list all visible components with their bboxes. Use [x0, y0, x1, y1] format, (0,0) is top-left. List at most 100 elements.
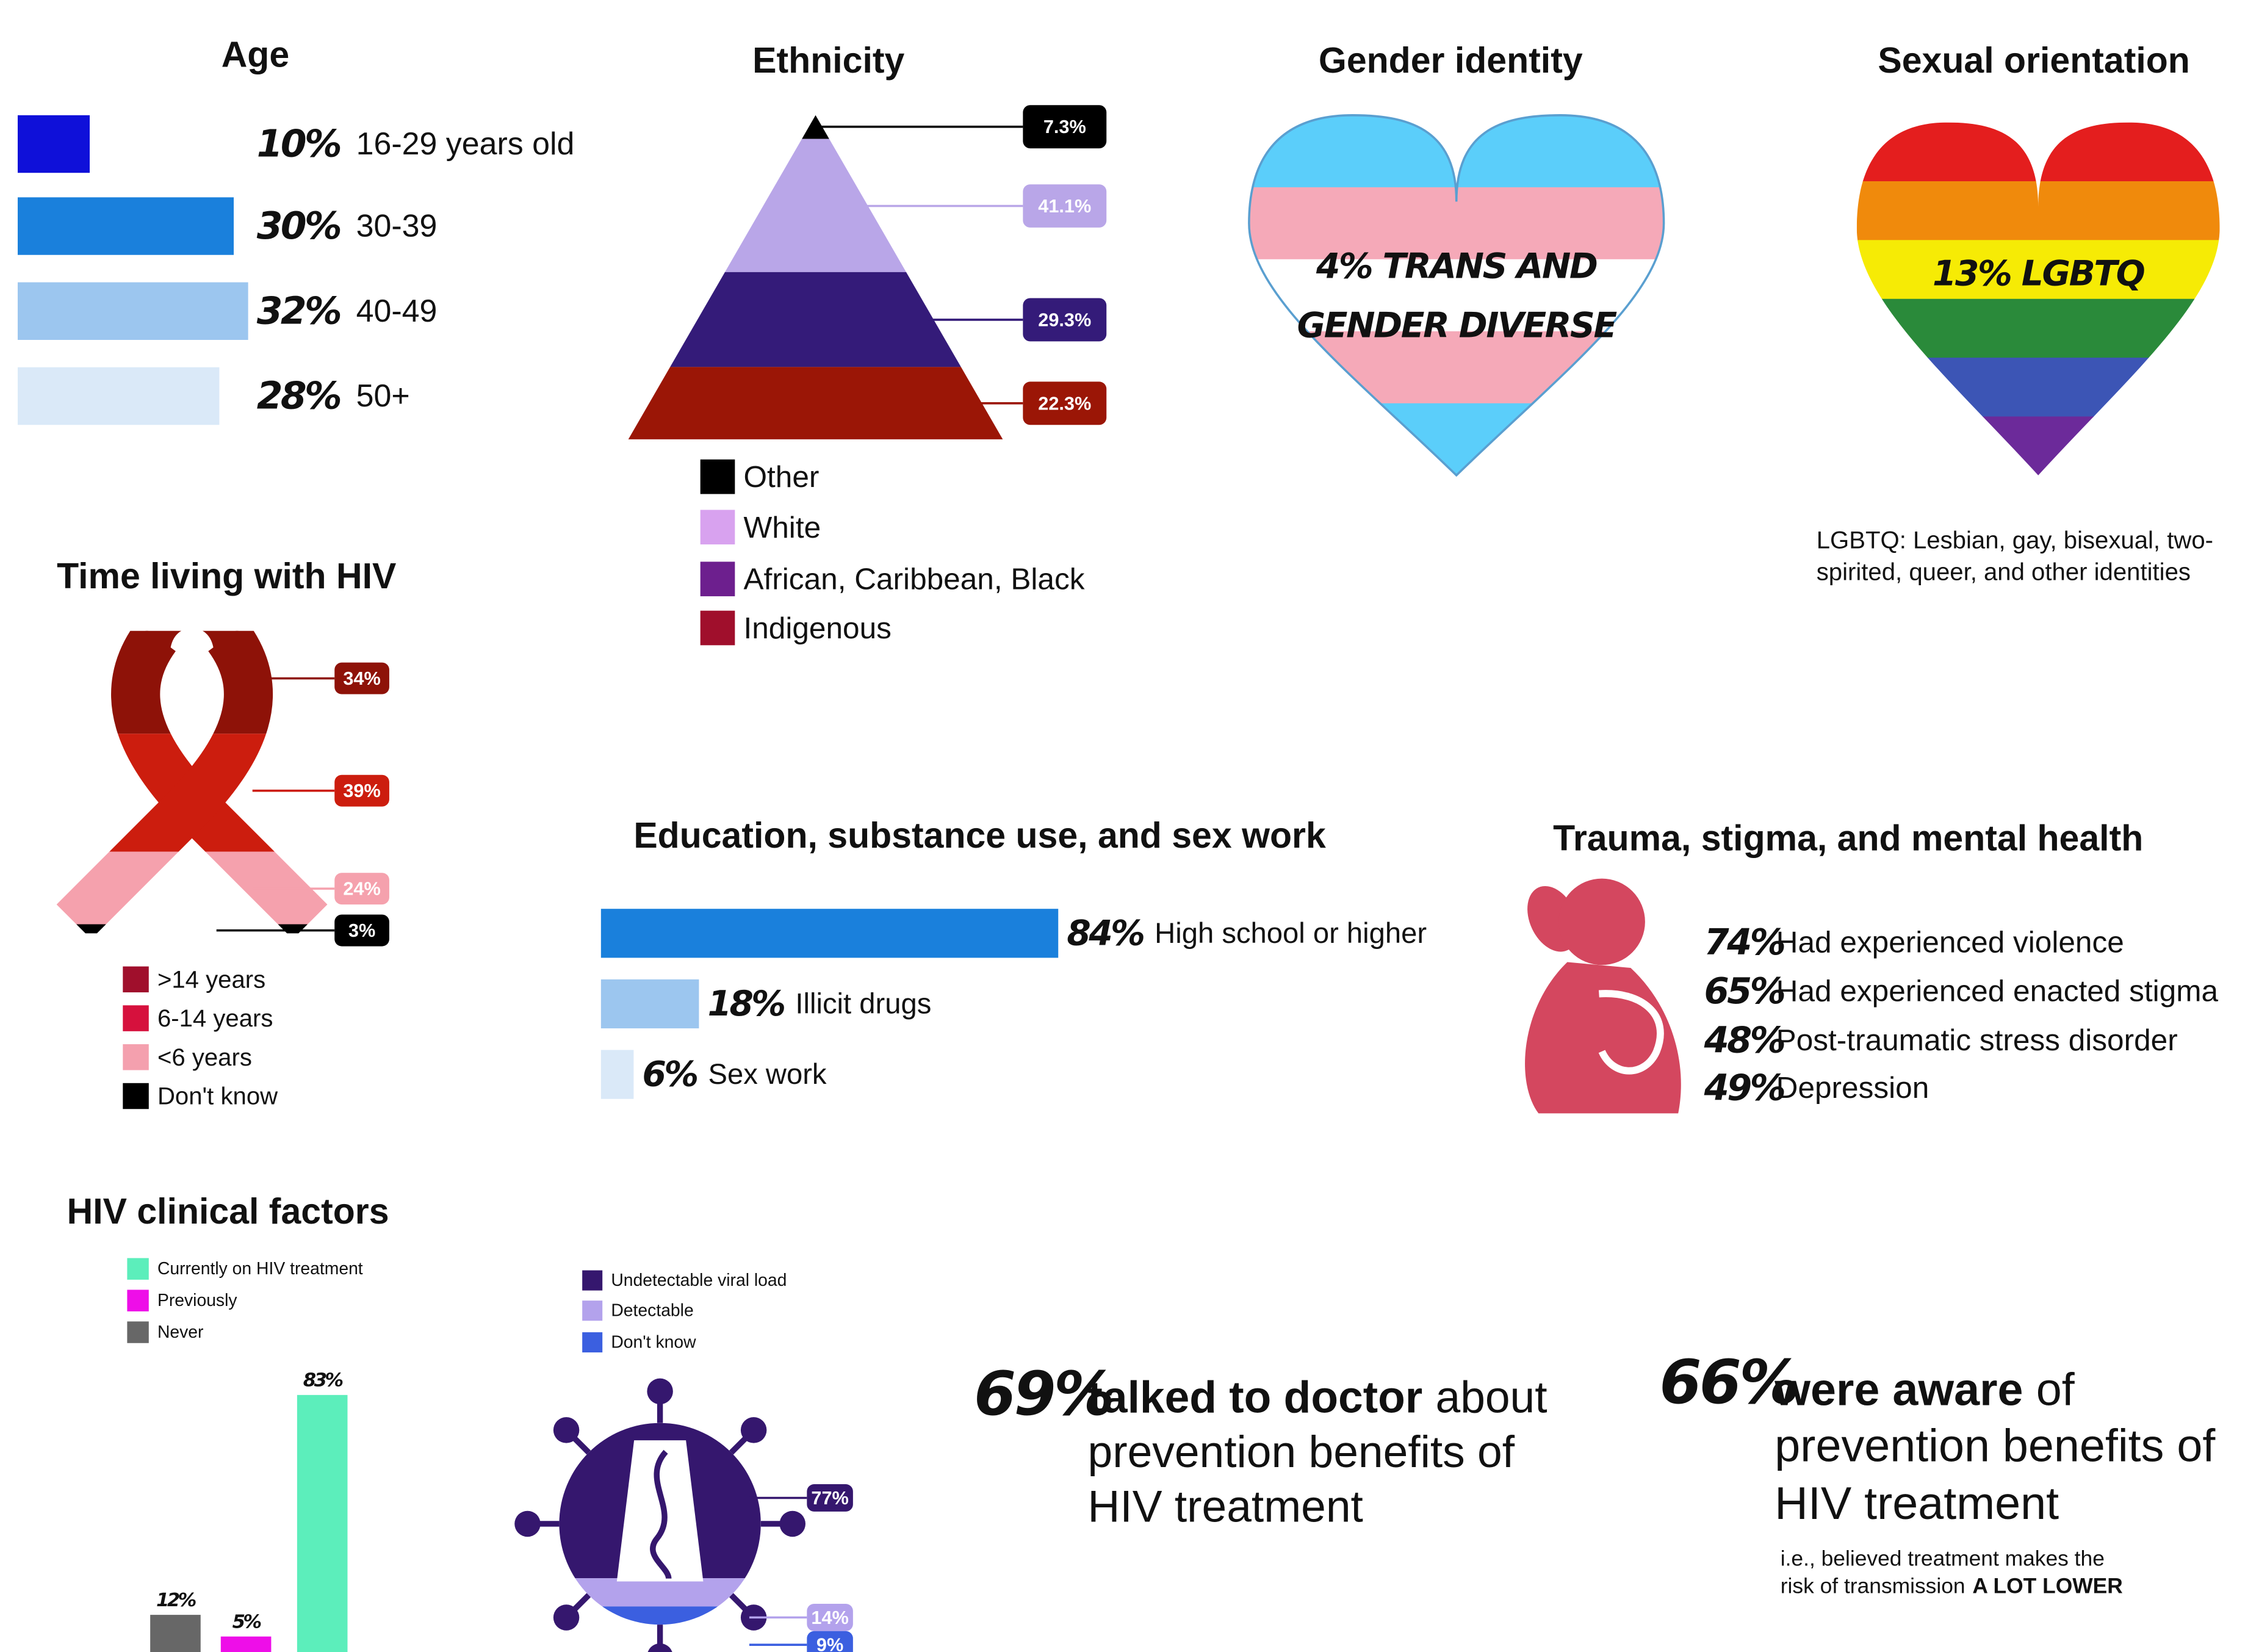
- legend-label: Other: [744, 460, 820, 494]
- category-label: Post-traumatic stress disorder: [1776, 1023, 2178, 1057]
- callout-label: 3%: [348, 920, 375, 941]
- stat-note-part: i.e., believed treatment makes the: [1781, 1546, 2105, 1571]
- stat-note: risk of transmission A LOT LOWER: [1781, 1573, 2123, 1598]
- value-label: 12%: [156, 1590, 196, 1611]
- legend-label: Undetectable viral load: [611, 1271, 787, 1290]
- virus-knob: [647, 1379, 672, 1404]
- heart-label: 13% LGBTQ: [1933, 253, 2145, 294]
- stat-highlight: talked to doctor: [1088, 1372, 1423, 1422]
- virus-knob: [514, 1511, 540, 1537]
- pyramid-segment: [670, 272, 961, 367]
- legend-label: Detectable: [611, 1301, 693, 1321]
- legend-swatch: [582, 1332, 602, 1352]
- section-title: Sexual orientation: [1878, 40, 2189, 81]
- bar: [221, 1637, 272, 1652]
- stat-note-part: risk of transmission: [1781, 1573, 1965, 1598]
- category-label: Illicit drugs: [795, 987, 931, 1020]
- stat-text: HIV treatment: [1088, 1482, 1363, 1532]
- legend-swatch: [701, 510, 735, 544]
- legend-swatch: [701, 460, 735, 494]
- virus-knob: [647, 1643, 672, 1652]
- legend-label: Previously: [157, 1291, 237, 1310]
- callout-label: 39%: [343, 780, 380, 801]
- footnote: LGBTQ: Lesbian, gay, bisexual, two-: [1817, 527, 2213, 554]
- stat-text: prevention benefits of: [1088, 1427, 1515, 1477]
- legend-label: White: [744, 510, 821, 544]
- virus-knob: [553, 1604, 579, 1630]
- bar: [18, 367, 219, 425]
- legend-swatch: [582, 1300, 602, 1321]
- stat-text-part: of: [2036, 1364, 2075, 1415]
- legend-label: African, Caribbean, Black: [744, 562, 1085, 596]
- legend-swatch: [123, 967, 148, 992]
- category-label: 30-39: [356, 209, 438, 244]
- heart-caption: GENDER DIVERSE: [1297, 305, 1617, 345]
- legend-swatch: [582, 1271, 602, 1291]
- section-title: Gender identity: [1319, 40, 1583, 81]
- category-label: Depression: [1776, 1070, 1929, 1105]
- heart-stripe: [1854, 181, 2222, 241]
- value-label: 32%: [257, 289, 340, 333]
- value-label: 48%: [1704, 1019, 1784, 1061]
- category-label: 40-49: [356, 294, 438, 329]
- person-icon: [1518, 878, 1681, 1113]
- legend-swatch: [701, 611, 735, 646]
- legend-label: <6 years: [157, 1044, 252, 1071]
- value-label: 65%: [1704, 970, 1784, 1012]
- legend-label: Don't know: [157, 1083, 278, 1110]
- category-label: High school or higher: [1155, 917, 1427, 950]
- heart-stripe: [1246, 403, 1666, 476]
- bar: [601, 979, 699, 1028]
- value-label: 49%: [1704, 1066, 1784, 1108]
- virus-knob: [780, 1511, 805, 1537]
- bar: [18, 283, 248, 340]
- virus-knob: [741, 1417, 766, 1443]
- section-title: HIV clinical factors: [67, 1191, 389, 1232]
- legend-swatch: [127, 1258, 148, 1280]
- value-label: 28%: [257, 375, 340, 418]
- callout-label: 22.3%: [1038, 392, 1091, 414]
- stat-text: HIV treatment: [1774, 1478, 2059, 1529]
- legend-swatch: [701, 561, 735, 596]
- callout-label: 41.1%: [1038, 195, 1091, 217]
- legend-swatch: [127, 1289, 148, 1311]
- bar: [18, 197, 234, 254]
- heart-stripe: [1854, 358, 2222, 417]
- category-label: 50+: [356, 378, 410, 414]
- category-label: Had experienced enacted stigma: [1776, 974, 2219, 1008]
- value-label: 74%: [1704, 921, 1784, 963]
- stat-text: talked to doctor about: [1088, 1372, 1547, 1422]
- callout-label: 7.3%: [1043, 116, 1086, 137]
- value-label: 10%: [257, 123, 340, 166]
- heart-stripe: [1246, 115, 1666, 188]
- legend-swatch: [123, 1005, 148, 1031]
- section-title: Education, substance use, and sex work: [633, 815, 1326, 856]
- bar: [150, 1615, 201, 1652]
- legend-label: Currently on HIV treatment: [157, 1259, 363, 1279]
- footnote: spirited, queer, and other identities: [1817, 558, 2191, 585]
- heart-label: 4% TRANS AND: [1316, 247, 1597, 287]
- callout-label: 77%: [811, 1487, 848, 1509]
- callout-label: 29.3%: [1038, 309, 1091, 330]
- heart-stripe: [1854, 416, 2222, 476]
- legend-label: Don't know: [611, 1333, 696, 1352]
- pyramid-segment: [629, 367, 1003, 439]
- bar: [601, 909, 1058, 958]
- category-label: Sex work: [708, 1058, 826, 1091]
- stat-note-emphasis: A LOT LOWER: [1972, 1573, 2122, 1598]
- icon-part: [1558, 879, 1645, 965]
- legend-swatch: [123, 1083, 148, 1109]
- value-label: 30%: [257, 204, 340, 248]
- heart-stripe: [1854, 299, 2222, 359]
- bar: [18, 115, 90, 173]
- virus-knob: [553, 1417, 579, 1443]
- value-label: 18%: [708, 984, 785, 1024]
- legend-label: >14 years: [157, 965, 265, 993]
- stat-text-part: about: [1436, 1372, 1547, 1422]
- legend-label: Never: [157, 1322, 204, 1342]
- legend-label: Indigenous: [744, 611, 892, 645]
- legend-label: 6-14 years: [157, 1005, 273, 1032]
- stat-highlight: were aware: [1774, 1364, 2023, 1415]
- legend-swatch: [123, 1044, 148, 1070]
- category-label: 16-29 years old: [356, 126, 575, 162]
